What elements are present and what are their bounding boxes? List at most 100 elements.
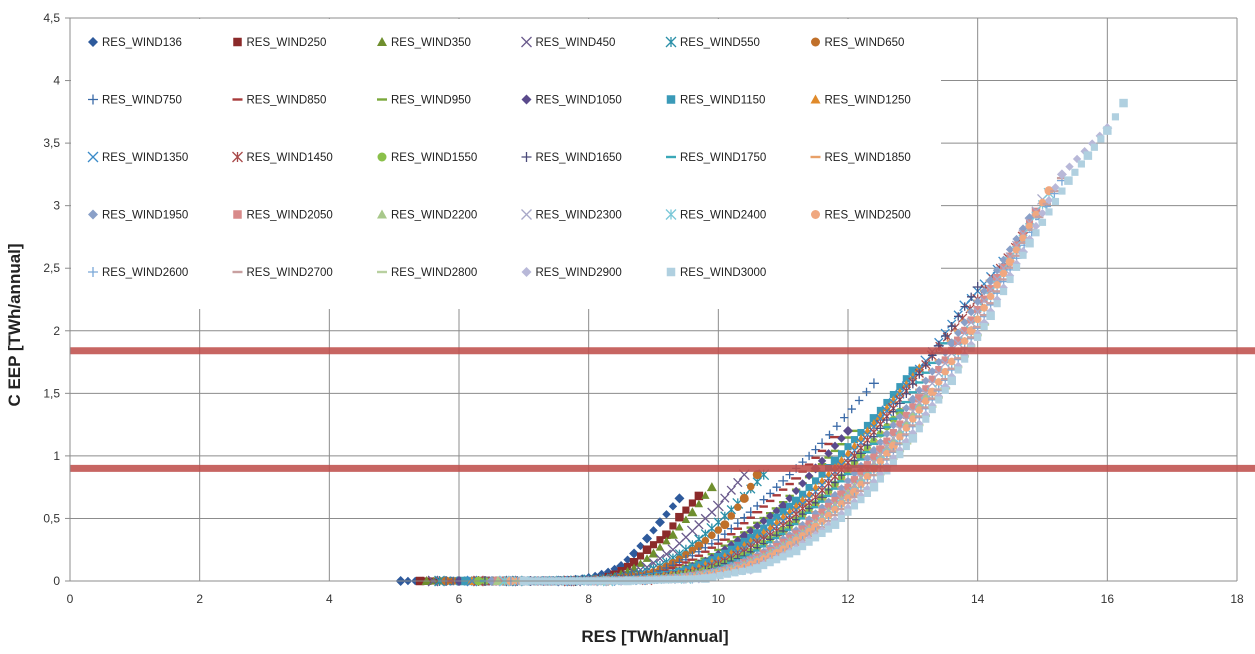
data-point — [818, 508, 826, 516]
legend-item: RES_WIND550 — [665, 36, 760, 49]
data-point — [666, 576, 674, 584]
data-point — [655, 553, 665, 564]
data-point — [1019, 251, 1027, 259]
data-point — [1072, 154, 1082, 164]
data-point — [798, 532, 807, 540]
legend-item: RES_WIND1450 — [232, 151, 333, 164]
data-point — [811, 522, 821, 532]
data-point — [1019, 234, 1027, 242]
data-point — [712, 500, 724, 512]
data-point — [986, 292, 995, 301]
data-point — [682, 506, 690, 514]
data-point — [993, 281, 1001, 289]
data-point — [830, 478, 840, 487]
data-point — [837, 490, 846, 499]
data-point — [791, 546, 801, 556]
legend-marker — [521, 94, 532, 105]
legend-label: RES_WIND1650 — [536, 152, 622, 164]
x-tick-label: 0 — [67, 592, 74, 606]
data-point — [902, 375, 910, 383]
legend-item: RES_WIND1550 — [377, 152, 477, 164]
legend-item: RES_WIND2400 — [665, 209, 766, 222]
data-point — [869, 414, 879, 423]
legend: RES_WIND136 RES_WIND250 RES_WIND350 RES_WIN… — [71, 19, 941, 309]
data-point — [909, 415, 917, 423]
legend-label: RES_WIND1450 — [247, 152, 333, 164]
data-point — [868, 378, 879, 389]
legend-item: RES_WIND2500 — [811, 210, 911, 222]
legend-item: RES_WIND2050 — [233, 210, 333, 222]
y-tick-label: 2 — [53, 324, 60, 338]
legend-label: RES_WIND2600 — [102, 267, 188, 279]
data-point — [999, 269, 1008, 278]
legend-marker — [88, 209, 98, 220]
data-point — [837, 514, 846, 523]
data-point — [1051, 183, 1060, 192]
data-point — [812, 534, 820, 542]
data-point — [902, 389, 911, 398]
legend-label: RES_WIND1050 — [536, 95, 622, 107]
x-tick-label: 14 — [971, 592, 985, 606]
data-point — [1103, 126, 1112, 135]
data-point — [799, 543, 807, 551]
data-point — [673, 575, 681, 583]
legend-label: RES_WIND2900 — [536, 267, 622, 279]
x-tick-label: 12 — [841, 592, 855, 606]
data-point — [701, 574, 710, 583]
data-point — [961, 326, 969, 334]
data-point — [668, 502, 678, 511]
data-point — [1012, 234, 1021, 244]
legend-label: RES_WIND950 — [391, 95, 471, 107]
legend-label: RES_WIND1950 — [102, 210, 188, 222]
data-point — [662, 536, 671, 545]
y-tick-label: 1,5 — [43, 386, 60, 400]
data-point — [701, 491, 710, 499]
data-point — [908, 372, 918, 380]
data-point — [1090, 143, 1098, 151]
legend-marker — [521, 36, 532, 48]
data-point — [896, 433, 904, 441]
data-point — [941, 331, 950, 341]
legend-label: RES_WIND2700 — [247, 267, 333, 279]
data-point — [876, 445, 885, 454]
data-point — [804, 471, 814, 481]
y-tick-label: 3,5 — [43, 136, 60, 150]
data-point — [837, 471, 846, 480]
legend-marker — [521, 209, 532, 220]
data-point — [1005, 245, 1015, 254]
data-point — [779, 508, 787, 516]
data-point — [837, 484, 846, 493]
data-point — [824, 485, 833, 495]
data-point — [1045, 208, 1053, 216]
legend-item: RES_WIND1750 — [666, 152, 766, 164]
legend-marker — [88, 37, 98, 47]
data-point — [921, 410, 930, 419]
data-point — [935, 396, 943, 404]
data-point — [1071, 168, 1079, 176]
legend-marker — [665, 36, 677, 48]
data-point — [636, 552, 645, 560]
legend-label: RES_WIND750 — [102, 95, 182, 107]
legend-label: RES_WIND450 — [536, 37, 616, 49]
data-point — [623, 555, 632, 564]
data-point — [915, 406, 924, 414]
data-point — [889, 421, 898, 430]
legend-label: RES_WIND2400 — [680, 210, 766, 222]
data-point — [850, 456, 859, 465]
data-point — [947, 376, 956, 386]
data-point — [818, 470, 826, 478]
data-point — [953, 336, 963, 346]
data-point — [844, 508, 852, 516]
data-point — [869, 432, 879, 441]
data-point — [960, 318, 969, 327]
data-point — [825, 430, 834, 439]
data-point — [876, 457, 885, 466]
data-point — [694, 575, 702, 583]
data-point — [850, 436, 859, 444]
data-point — [709, 573, 717, 581]
y-axis-title: C EEP [TWh/annual] — [5, 243, 24, 406]
data-point — [915, 370, 924, 379]
x-tick-label: 6 — [456, 592, 463, 606]
data-point — [837, 500, 846, 508]
